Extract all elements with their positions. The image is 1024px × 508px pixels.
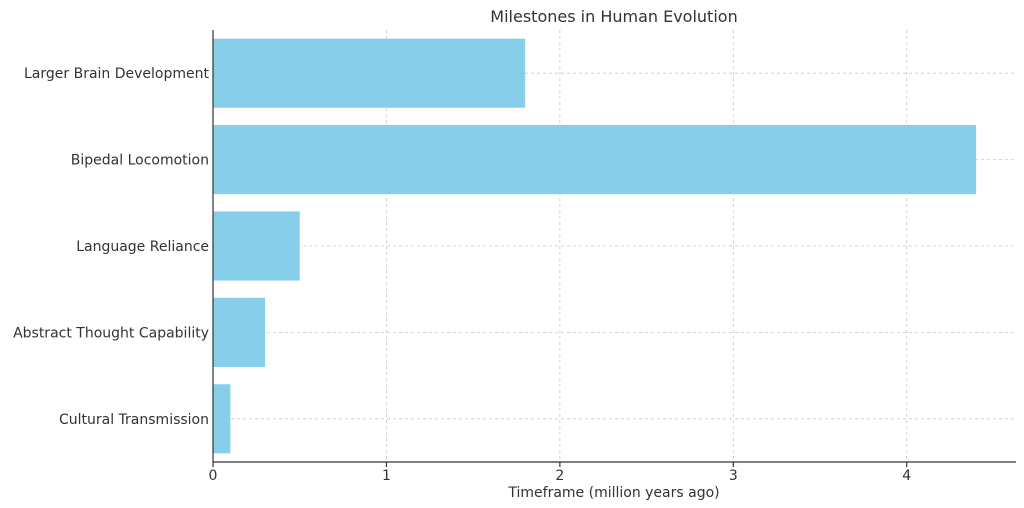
bar-larger-brain-development: [213, 38, 526, 108]
x-axis-label: Timeframe (million years ago): [507, 485, 719, 501]
y-tick-label: Language Reliance: [76, 239, 209, 255]
chart-title: Milestones in Human Evolution: [490, 7, 737, 26]
bar-language-reliance: [213, 211, 300, 281]
x-tick-label: 3: [729, 468, 738, 484]
bar-abstract-thought-capability: [213, 297, 266, 367]
bar-cultural-transmission: [213, 384, 231, 454]
axis-layer: [212, 30, 1016, 463]
x-tick-label: 0: [209, 468, 218, 484]
x-tick-label: 2: [555, 468, 564, 484]
y-tick-label: Larger Brain Development: [24, 66, 210, 82]
y-category-labels: Larger Brain Development Bipedal Locomoti…: [13, 66, 209, 428]
x-tick-layer: 0 1 2 3 4: [209, 462, 911, 484]
y-tick-label: Bipedal Locomotion: [71, 153, 209, 169]
bar-layer: [213, 38, 977, 454]
y-tick-label: Abstract Thought Capability: [13, 325, 209, 341]
y-tick-label: Cultural Transmission: [59, 412, 209, 428]
x-tick-label: 4: [902, 468, 911, 484]
x-tick-label: 1: [382, 468, 391, 484]
bar-bipedal-locomotion: [213, 125, 977, 195]
